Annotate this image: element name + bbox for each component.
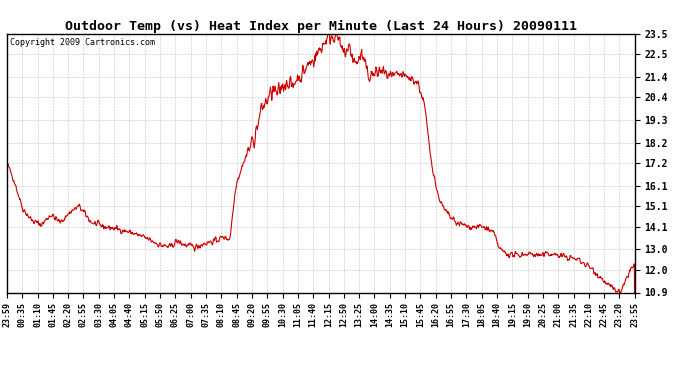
Text: Copyright 2009 Cartronics.com: Copyright 2009 Cartronics.com (10, 38, 155, 46)
Title: Outdoor Temp (vs) Heat Index per Minute (Last 24 Hours) 20090111: Outdoor Temp (vs) Heat Index per Minute … (65, 20, 577, 33)
